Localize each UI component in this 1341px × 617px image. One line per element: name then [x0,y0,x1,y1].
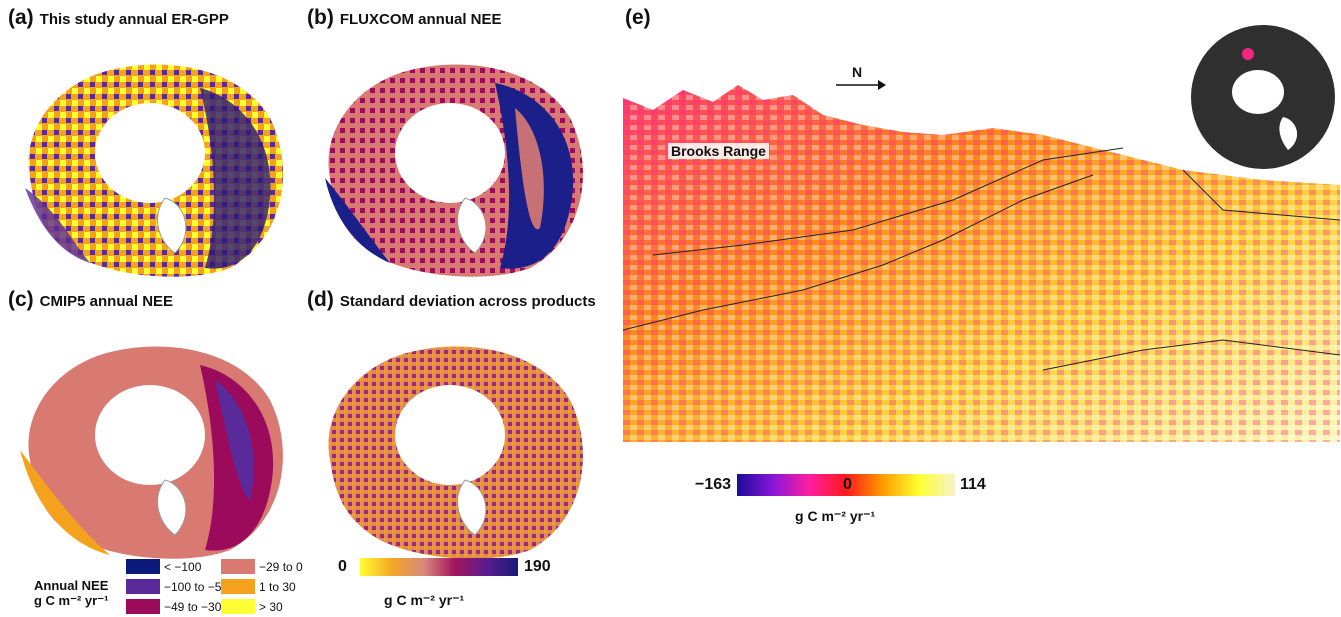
brooks-range-label: Brooks Range [668,143,769,159]
e-colorbar-mid: 0 [843,476,852,493]
e-colorbar-min: −163 [695,476,732,493]
sd-colorbar-min: 0 [338,558,347,575]
panel-e-letter: (e) [625,6,651,29]
north-arrow-icon [836,80,886,90]
study-location-marker [1242,48,1254,60]
map-panel-c [20,346,283,559]
nee-legend-swatch [126,559,160,574]
panel-a-letter: (a) [8,6,34,29]
nee-legend-label: −29 to 0 [259,560,303,574]
sd-colorbar [360,558,518,576]
nee-legend-title-line1: Annual NEE [34,578,109,593]
sd-colorbar-unit: g C m⁻² yr⁻¹ [384,592,465,608]
inset-globe [1191,25,1335,169]
e-colorbar-unit: g C m⁻² yr⁻¹ [795,508,876,524]
terrain-3d-view [623,85,1340,442]
panel-a-title: (a) This study annual ER-GPP [8,6,229,30]
e-colorbar-max: 114 [960,476,986,493]
map-panel-b [325,64,583,277]
nee-colorbar-e [737,474,955,496]
north-label: N [852,64,863,80]
nee-legend-title: Annual NEE g C m⁻² yr⁻¹ [34,578,108,608]
map-panel-d [328,346,583,559]
panel-d-label: Standard deviation across products [339,293,596,310]
panel-c-letter: (c) [8,288,34,311]
panel-b-letter: (b) [307,6,334,29]
nee-legend-label: −100 to −50 [164,580,229,594]
nee-legend-swatch [126,579,160,594]
panel-c-label: CMIP5 annual NEE [39,293,174,310]
nee-legend-swatch [221,579,255,594]
nee-legend-swatch [221,559,255,574]
nee-legend-swatch [126,599,160,614]
sd-colorbar-max: 190 [524,558,551,575]
nee-legend-label: > 30 [259,600,283,614]
panel-d-letter: (d) [307,288,334,311]
panel-c-title: (c) CMIP5 annual NEE [8,288,173,312]
nee-legend-label: < −100 [164,560,202,574]
nee-legend-title-line2: g C m⁻² yr⁻¹ [34,593,109,608]
panel-d-title: (d) Standard deviation across products [307,288,596,312]
panel-b-label: FLUXCOM annual NEE [339,11,502,28]
panel-b-title: (b) FLUXCOM annual NEE [307,6,502,30]
nee-legend-label: 1 to 30 [259,580,296,594]
nee-legend-label: −49 to −30 [164,600,222,614]
panel-e-title: (e) [625,6,657,30]
map-panel-a [25,64,283,277]
nee-legend-swatch [221,599,255,614]
panel-a-label: This study annual ER-GPP [39,11,229,28]
